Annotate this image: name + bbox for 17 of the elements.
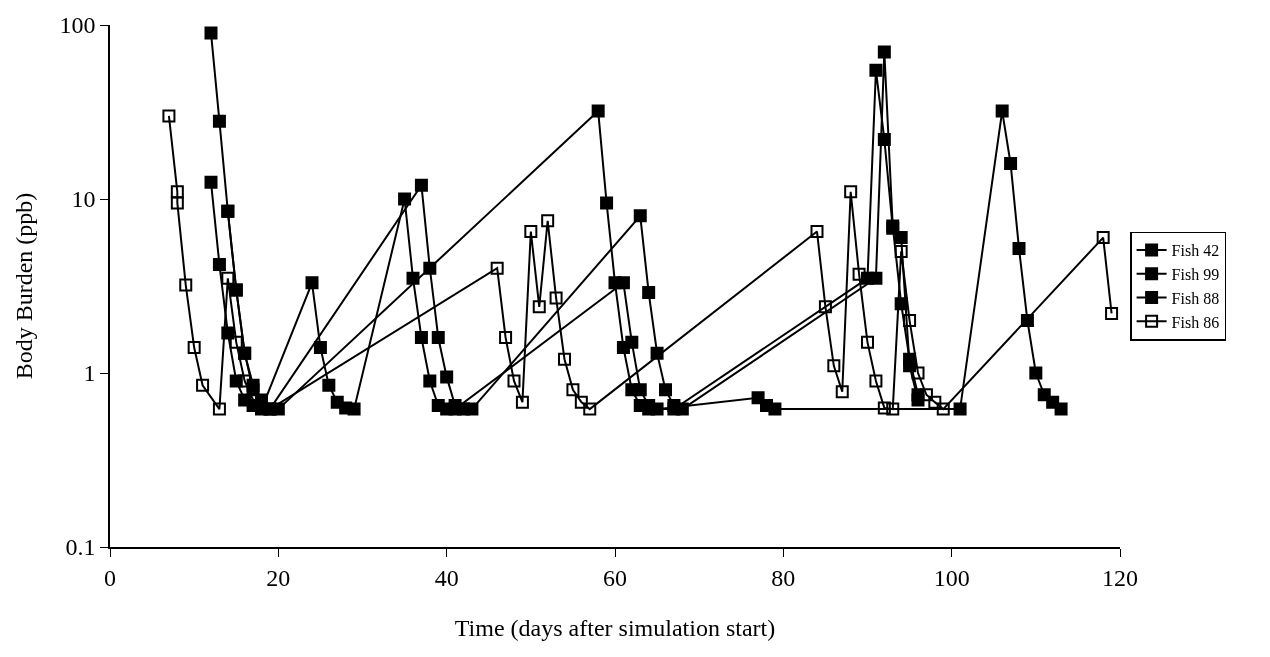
x-tick-label: 60: [603, 564, 627, 591]
y-tick-label: 100: [59, 12, 96, 39]
x-tick-label: 20: [266, 564, 291, 591]
x-tick-label: 120: [1102, 564, 1138, 591]
y-tick-label: 10: [71, 186, 96, 213]
y-tick-label: 0.1: [65, 534, 96, 561]
legend-label: Fish 99: [1171, 265, 1220, 283]
x-axis-title: Time (days after simulation start): [454, 615, 776, 642]
y-axis-title: Body Burden (ppb): [11, 192, 38, 380]
legend-label: Fish 86: [1171, 313, 1220, 331]
x-tick-label: 40: [434, 564, 459, 591]
x-tick-label: 80: [771, 564, 796, 591]
y-tick-label: 1: [83, 360, 96, 387]
legend-label: Fish 42: [1171, 242, 1220, 260]
x-tick-label: 100: [933, 564, 970, 591]
legend-label: Fish 88: [1171, 289, 1220, 307]
x-tick-label: 0: [104, 564, 116, 591]
